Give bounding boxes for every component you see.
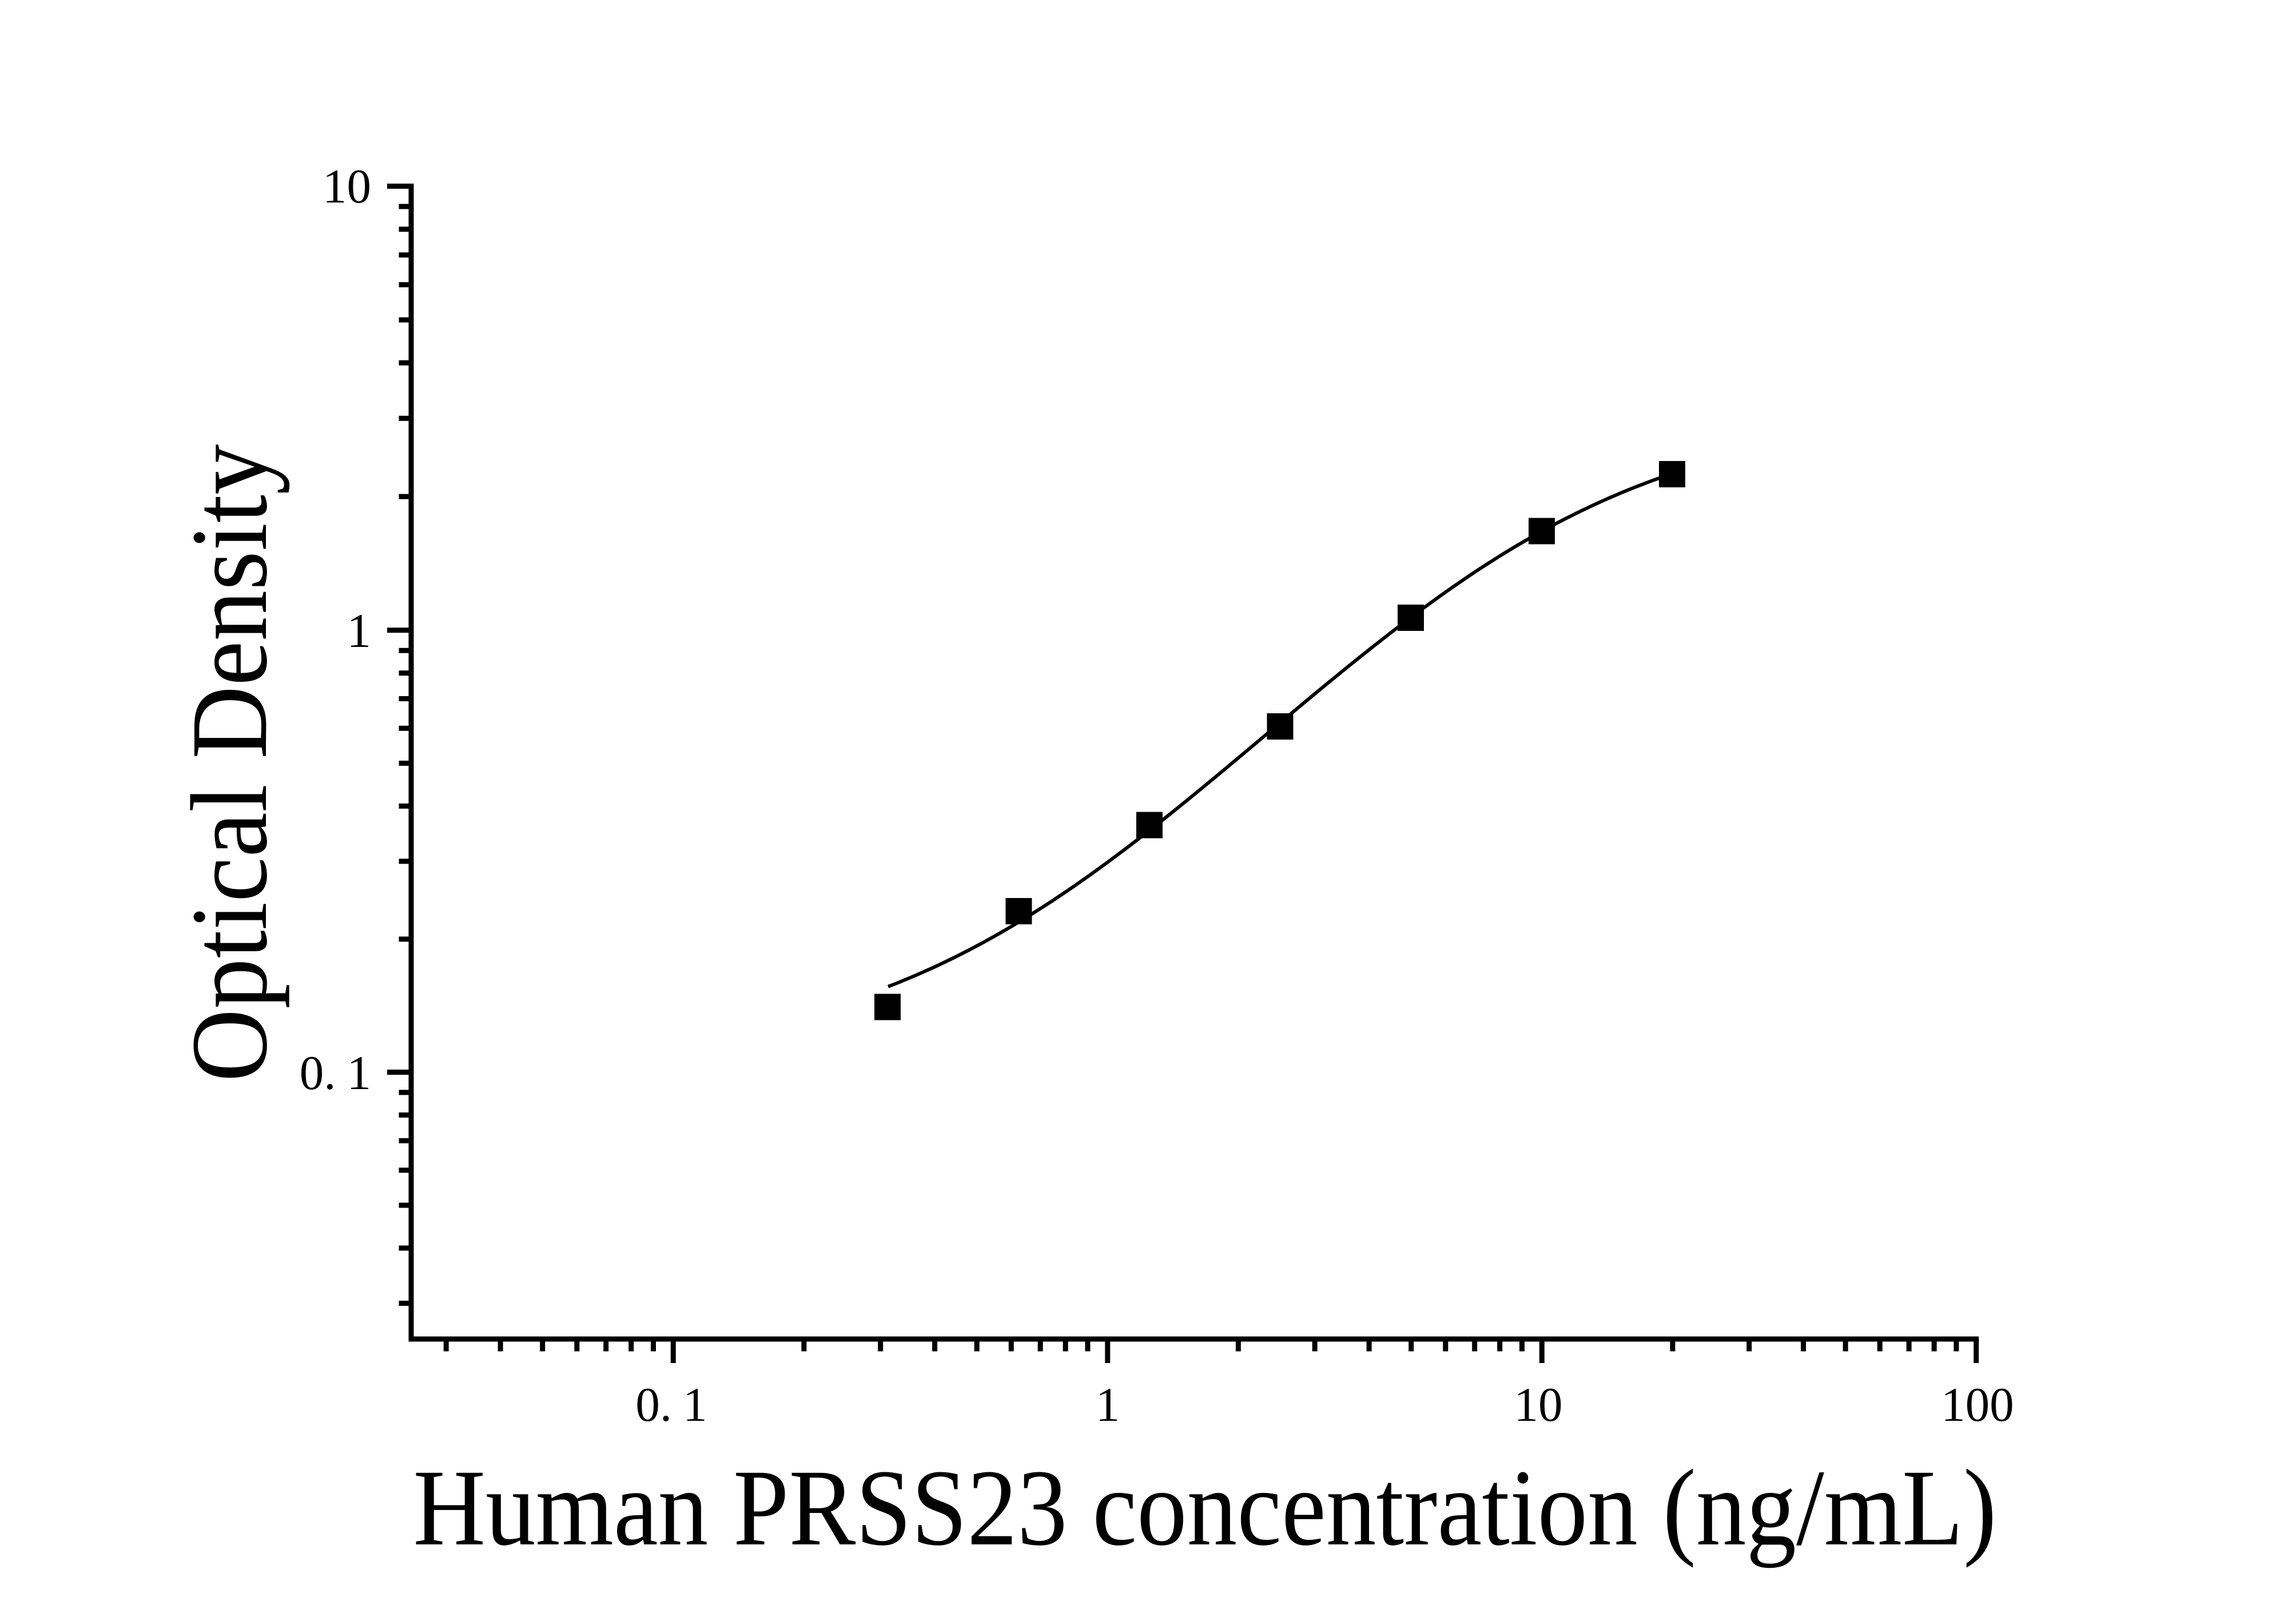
svg-text:1: 1 [1096,1378,1120,1432]
svg-text:10: 10 [323,160,371,213]
svg-text:Human PRSS23 concentration (ng: Human PRSS23 concentration (ng/mL) [413,1448,1997,1568]
svg-text:1: 1 [347,604,372,658]
svg-text:10: 10 [1514,1378,1563,1432]
svg-text:100: 100 [1941,1378,2014,1432]
svg-text:0.1: 0. 1 [635,1378,707,1432]
svg-text:0.1: 0. 1 [300,1046,371,1100]
svg-text:Optical Density: Optical Density [169,444,290,1082]
